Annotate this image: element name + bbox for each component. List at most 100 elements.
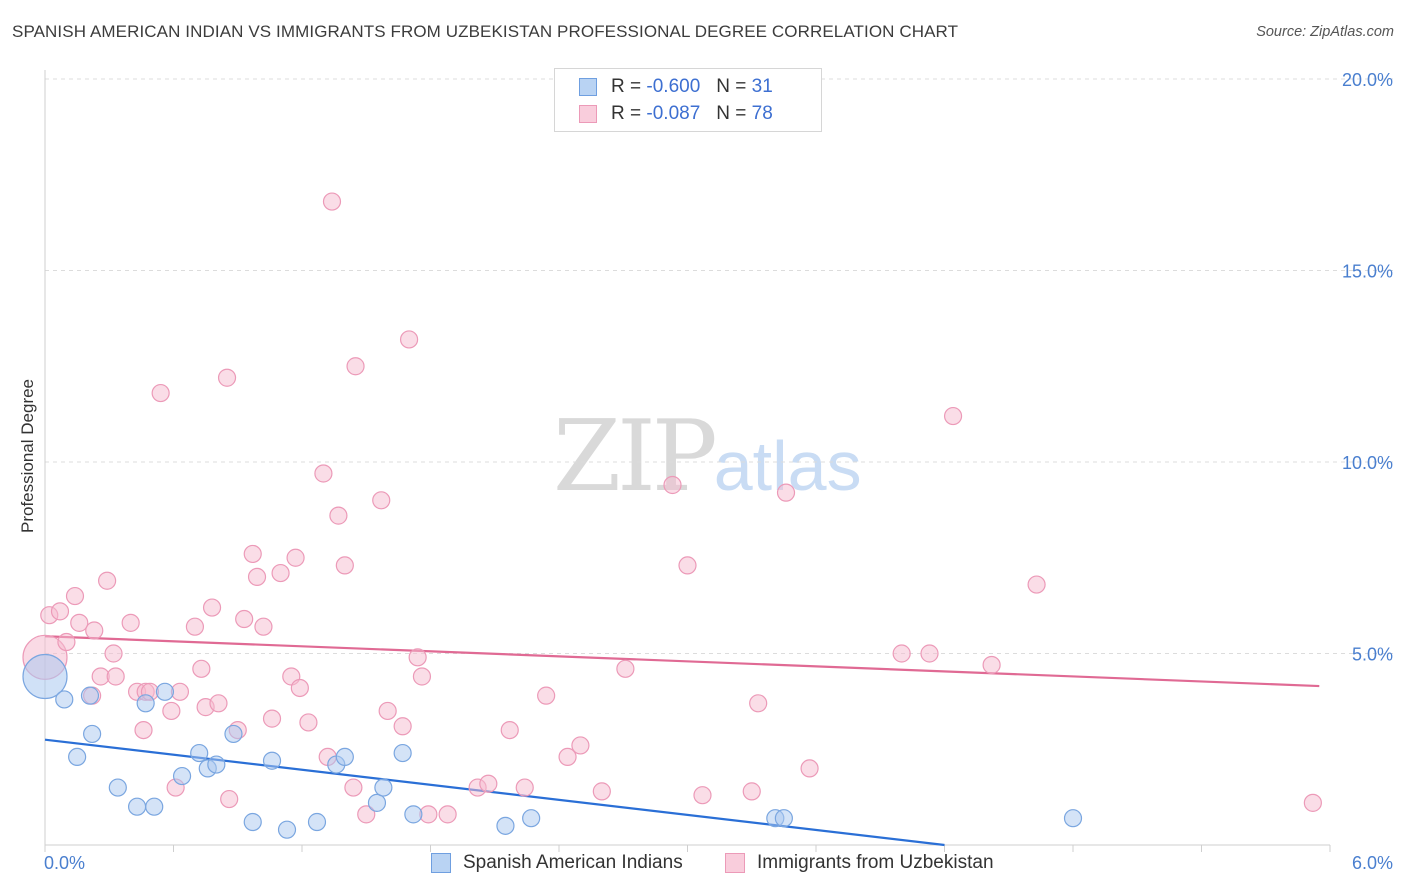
point-spanish-american-indians [335, 747, 354, 767]
point-immigrants-uzbekistan [209, 694, 228, 713]
point-immigrants-uzbekistan [121, 613, 140, 632]
point-immigrants-uzbekistan [192, 659, 211, 678]
point-immigrants-uzbekistan [592, 782, 611, 801]
point-spanish-american-indians [404, 805, 423, 824]
point-immigrants-uzbekistan [235, 609, 254, 629]
point-immigrants-uzbekistan [202, 598, 222, 617]
point-immigrants-uzbekistan [217, 368, 237, 387]
point-immigrants-uzbekistan [162, 701, 181, 721]
point-spanish-american-indians [136, 694, 155, 713]
point-spanish-american-indians [207, 755, 226, 774]
watermark-zip: ZIP [553, 400, 718, 514]
point-spanish-american-indians [145, 797, 164, 816]
point-immigrants-uzbekistan [98, 571, 117, 590]
y-tick-label: 5.0% [1352, 645, 1393, 665]
point-immigrants-uzbekistan [558, 747, 577, 767]
point-immigrants-uzbekistan [678, 556, 697, 575]
point-immigrants-uzbekistan [185, 617, 205, 636]
point-spanish-american-indians [224, 724, 243, 744]
y-tick-label: 15.0% [1342, 262, 1393, 282]
point-immigrants-uzbekistan [982, 655, 1001, 675]
point-immigrants-uzbekistan [286, 548, 305, 567]
point-spanish-american-indians [55, 690, 74, 709]
point-immigrants-uzbekistan [243, 544, 262, 564]
point-immigrants-uzbekistan [85, 621, 104, 640]
legend-r-value: -0.600 [646, 76, 701, 97]
point-immigrants-uzbekistan [290, 678, 309, 698]
point-spanish-american-indians [307, 812, 327, 832]
point-spanish-american-indians [83, 724, 102, 744]
point-immigrants-uzbekistan [378, 701, 397, 721]
correlation-legend: R = -0.600 N = 31 R = -0.087 N = 78 [554, 68, 822, 132]
point-spanish-american-indians [367, 793, 387, 812]
point-spanish-american-indians [393, 743, 412, 763]
point-immigrants-uzbekistan [254, 617, 273, 636]
point-immigrants-uzbekistan [537, 686, 556, 705]
legend-n-label: N = [716, 103, 747, 124]
point-immigrants-uzbekistan [408, 648, 427, 667]
point-spanish-american-indians [243, 812, 262, 832]
point-spanish-american-indians [1063, 809, 1083, 828]
point-immigrants-uzbekistan [663, 475, 682, 495]
axes [44, 70, 1331, 852]
point-immigrants-uzbekistan [412, 667, 432, 686]
point-spanish-american-indians [22, 653, 68, 700]
point-spanish-american-indians [496, 816, 515, 835]
point-immigrants-uzbekistan [65, 586, 85, 606]
point-immigrants-uzbekistan [134, 720, 153, 740]
point-spanish-american-indians [774, 809, 793, 828]
y-tick-label: 20.0% [1342, 70, 1393, 90]
point-immigrants-uzbekistan [247, 567, 267, 587]
point-immigrants-uzbekistan [1027, 575, 1046, 594]
point-immigrants-uzbekistan [314, 464, 333, 483]
point-immigrants-uzbekistan [346, 357, 365, 376]
point-immigrants-uzbekistan [920, 644, 939, 663]
point-immigrants-uzbekistan [271, 563, 290, 583]
point-spanish-american-indians [68, 747, 87, 767]
point-immigrants-uzbekistan [616, 659, 635, 678]
point-immigrants-uzbekistan [399, 330, 419, 349]
legend-r-label: R = [611, 76, 642, 97]
point-spanish-american-indians [80, 686, 100, 705]
point-immigrants-uzbekistan [515, 778, 534, 797]
point-spanish-american-indians [277, 820, 297, 839]
bottom-legend-swatch-blue [431, 853, 451, 873]
point-spanish-american-indians [190, 743, 209, 763]
point-immigrants-uzbekistan [151, 383, 170, 403]
point-immigrants-uzbekistan [393, 717, 412, 736]
watermark: ZIPatlas [553, 400, 862, 514]
point-immigrants-uzbekistan [262, 709, 282, 728]
bottom-legend-spanish-american-indians: Spanish American Indians [431, 852, 683, 874]
point-immigrants-uzbekistan [322, 192, 342, 211]
point-spanish-american-indians [172, 766, 192, 786]
point-immigrants-uzbekistan [438, 805, 457, 824]
point-spanish-american-indians [262, 751, 282, 770]
y-axis-label: Professional Degree [18, 379, 37, 533]
point-immigrants-uzbekistan [57, 632, 76, 652]
point-spanish-american-indians [522, 809, 541, 828]
y-tick-label: 10.0% [1342, 453, 1393, 473]
source-credit: Source: ZipAtlas.com [1256, 24, 1394, 40]
legend-n-label: N = [716, 76, 747, 97]
point-immigrants-uzbekistan [220, 789, 239, 809]
point-immigrants-uzbekistan [749, 694, 768, 713]
chart-title: SPANISH AMERICAN INDIAN VS IMMIGRANTS FR… [12, 22, 959, 41]
tick-labels: 5.0% 10.0% 15.0% 20.0% 0.0% 6.0% Professional … [18, 70, 1393, 873]
point-immigrants-uzbekistan [335, 556, 354, 575]
point-immigrants-uzbekistan [571, 736, 590, 755]
legend-swatch-pink [579, 105, 597, 123]
point-spanish-american-indians [108, 778, 127, 797]
point-immigrants-uzbekistan [479, 774, 498, 793]
x-tick-label-min: 0.0% [44, 853, 85, 873]
data-points [22, 192, 1322, 839]
point-immigrants-uzbekistan [106, 667, 125, 686]
point-immigrants-uzbekistan [776, 483, 796, 502]
point-immigrants-uzbekistan [742, 782, 761, 801]
legend-row-spanish-american-indians: R = -0.600 N = 31 [579, 75, 773, 99]
grid-lines [45, 78, 1393, 654]
point-immigrants-uzbekistan [329, 506, 348, 525]
legend-row-immigrants-uzbekistan: R = -0.087 N = 78 [579, 102, 773, 126]
point-immigrants-uzbekistan [693, 786, 712, 805]
point-immigrants-uzbekistan [104, 644, 123, 663]
point-immigrants-uzbekistan [800, 759, 819, 778]
